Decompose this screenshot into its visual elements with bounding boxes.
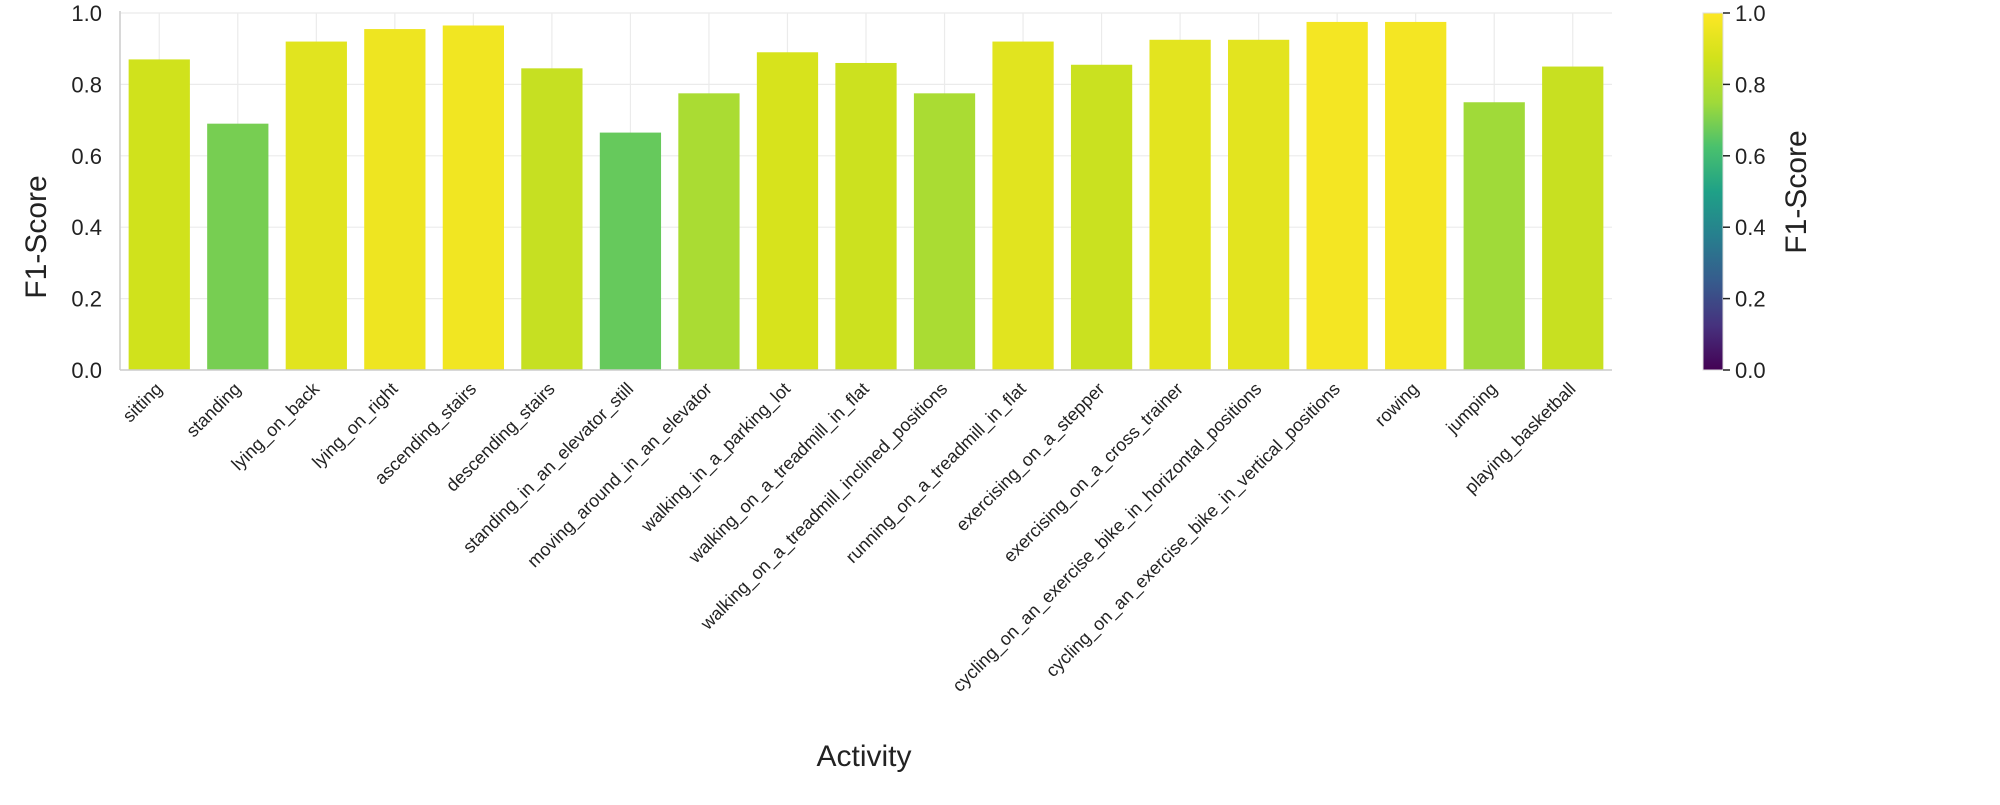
bar-lying_on_back (285, 41, 347, 371)
bar-descending_stairs (521, 68, 583, 371)
bar-rowing (1385, 21, 1447, 371)
x-tick-label: exercising_on_a_stepper (952, 379, 1109, 536)
axes (119, 11, 1612, 371)
y-tick-label: 0.8 (71, 72, 102, 97)
bar-walking_on_a_treadmill_in_flat (835, 62, 897, 370)
bar-ascending_stairs (442, 25, 504, 371)
x-tick-label: walking_in_a_parking_lot (637, 379, 795, 537)
colorbar-tick-label: 0.8 (1735, 72, 1766, 97)
colorbar: 0.0 0.2 0.4 0.6 0.8 1.0 F1-Score (1702, 1, 1813, 383)
colorbar-tick-label: 0.2 (1735, 287, 1766, 312)
colorbar-ticks: 0.0 0.2 0.4 0.6 0.8 1.0 (1723, 1, 1766, 383)
y-tick-label: 1.0 (71, 1, 102, 26)
y-tick-label: 0.4 (71, 215, 102, 240)
y-tick-label: 0.0 (71, 358, 102, 383)
bar-standing_in_an_elevator_still (599, 132, 662, 370)
colorbar-tick-label: 1.0 (1735, 1, 1766, 26)
x-tick-label: cycling_on_an_exercise_bike_in_vertical_… (1042, 379, 1345, 682)
bar-cycling_on_an_exercise_bike_in_vertical_positions (1306, 21, 1368, 371)
bar-lying_on_right (364, 29, 426, 370)
y-tick-labels: 0.0 0.2 0.4 0.6 0.8 1.0 (71, 1, 102, 383)
x-tick-label: sitting (119, 379, 166, 426)
y-tick-label: 0.2 (71, 287, 102, 312)
bar-standing (207, 123, 269, 370)
y-tick-label: 0.6 (71, 144, 102, 169)
bars (128, 21, 1604, 371)
bar-jumping (1463, 102, 1525, 370)
bar-running_on_a_treadmill_in_flat (992, 41, 1054, 371)
bar-playing_basketball (1542, 66, 1604, 371)
bar-walking_on_a_treadmill_inclined_positions (913, 93, 976, 370)
bar-sitting (128, 59, 190, 370)
y-axis-title: F1-Score (20, 175, 53, 298)
bar-moving_around_in_an_elevator (678, 93, 740, 370)
colorbar-tick-label: 0.4 (1735, 215, 1766, 240)
bar-cycling_on_an_exercise_bike_in_horizontal_positions (1228, 39, 1290, 371)
colorbar-title: F1-Score (1780, 130, 1813, 253)
x-tick-label: jumping (1442, 379, 1501, 438)
colorbar-gradient (1702, 12, 1724, 371)
bar-exercising_on_a_stepper (1070, 64, 1133, 370)
bar-walking_in_a_parking_lot (756, 52, 819, 371)
x-tick-label: rowing (1371, 379, 1423, 431)
colorbar-tick-label: 0.6 (1735, 144, 1766, 169)
x-axis-title: Activity (816, 740, 911, 773)
colorbar-tick-label: 0.0 (1735, 358, 1766, 383)
x-tick-labels: sitting standinglying_on_backlying_on_rig… (119, 378, 1581, 696)
bar-exercising_on_a_cross_trainer (1149, 39, 1211, 371)
x-tick-label: standing (182, 379, 244, 441)
